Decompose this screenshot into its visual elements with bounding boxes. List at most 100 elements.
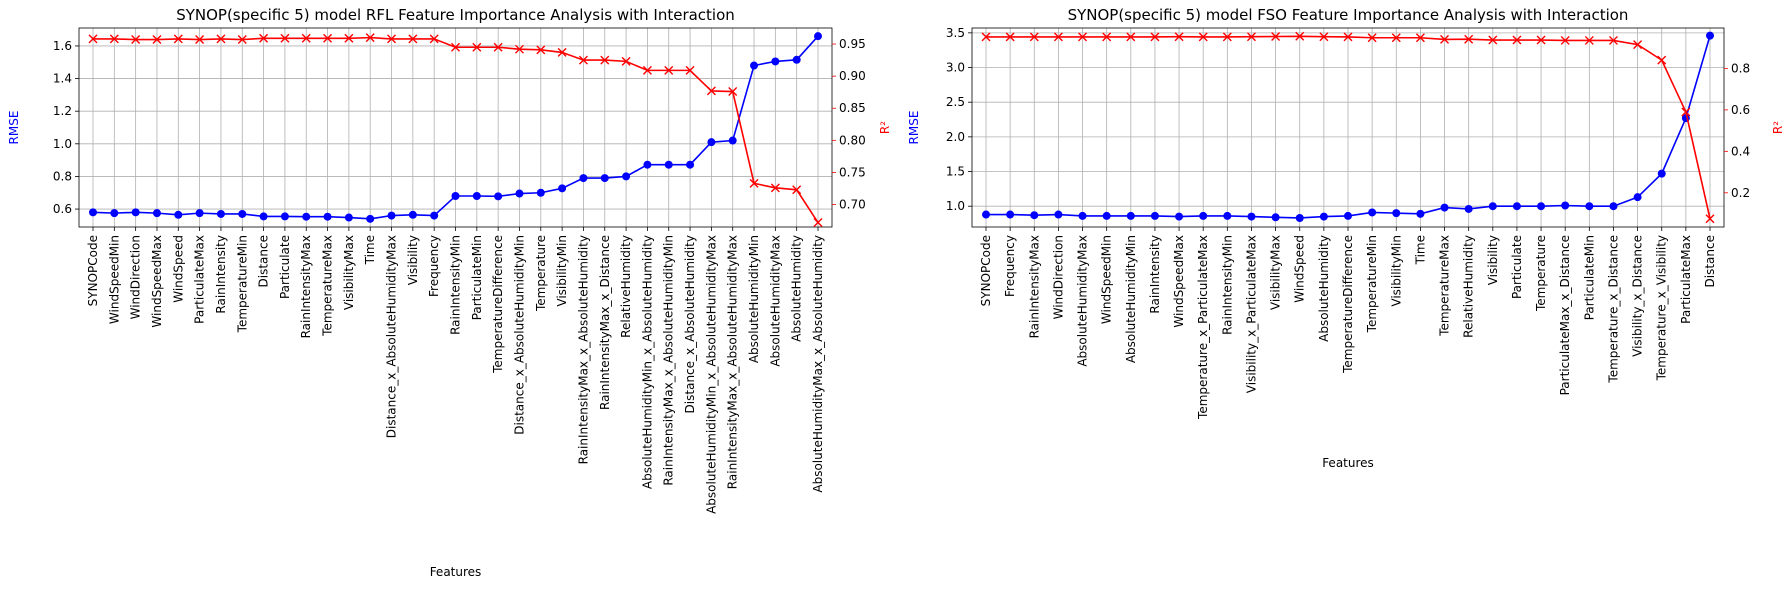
- x-tick-label: RainIntensityMax_x_AbsoluteHumidityMax: [726, 235, 740, 489]
- x-tick-label: Particulate: [1510, 235, 1524, 299]
- rmse-point: [494, 192, 503, 201]
- chart-title: SYNOP(specific 5) model RFL Feature Impo…: [176, 6, 735, 24]
- rmse-point: [792, 55, 801, 64]
- rmse-point: [1247, 212, 1256, 221]
- x-tick-label: RelativeHumidity: [619, 235, 633, 338]
- x-tick-label: ParticulateMin: [1582, 235, 1596, 320]
- y-right-axis-label: R²: [878, 121, 892, 134]
- rmse-point: [89, 208, 97, 217]
- x-tick-label: Temperature: [534, 235, 548, 312]
- r2-point: [88, 34, 98, 44]
- r2-point: [1488, 35, 1498, 45]
- x-tick-label: ParticulateMax_x_Distance: [1558, 235, 1572, 395]
- x-tick-label: WindSpeedMax: [150, 235, 164, 328]
- rmse-point: [131, 208, 140, 217]
- x-tick-label: AbsoluteHumidityMax: [768, 235, 782, 367]
- x-axis-label: Features: [1322, 456, 1374, 470]
- rmse-point: [1537, 202, 1546, 211]
- r2-point: [493, 42, 503, 52]
- rmse-point: [1271, 213, 1280, 222]
- x-tick-label: VisibilityMin: [555, 235, 569, 307]
- rfl-chart: SYNOP(specific 5) model RFL Feature Impo…: [7, 6, 892, 579]
- rmse-point: [707, 138, 716, 147]
- rmse-point: [1223, 211, 1232, 220]
- r2-point: [131, 35, 141, 45]
- x-tick-label: RainIntensityMin: [449, 235, 463, 335]
- x-tick-label: WindSpeed: [1293, 235, 1307, 303]
- x-tick-label: Time: [1413, 235, 1427, 265]
- x-tick-label: RainIntensityMax: [1027, 235, 1041, 338]
- y-right-tick-label: 0.6: [1731, 103, 1750, 117]
- r2-point: [642, 65, 652, 75]
- y-right-tick-label: 0.2: [1731, 186, 1750, 200]
- x-tick-label: AbsoluteHumidityMin: [1124, 235, 1138, 363]
- r2-point: [1222, 32, 1232, 42]
- rmse-point: [771, 57, 780, 66]
- rmse-point: [174, 210, 183, 219]
- rmse-point: [558, 184, 567, 193]
- rmse-point: [1488, 202, 1497, 211]
- rmse-point: [259, 212, 268, 221]
- x-tick-label: Temperature_x_Visibility: [1655, 235, 1669, 381]
- x-tick-label: TemperatureMax: [321, 235, 335, 337]
- r2-point: [1391, 33, 1401, 43]
- y-right-tick-label: 0.8: [1731, 61, 1750, 75]
- x-tick-label: WindDirection: [129, 235, 143, 319]
- x-tick-label: RainIntensityMax_x_AbsoluteHumidityMin: [662, 235, 676, 486]
- fso-chart: SYNOP(specific 5) model FSO Feature Impo…: [907, 6, 1785, 470]
- rmse-point: [579, 174, 588, 183]
- r2-point: [1415, 33, 1425, 43]
- x-tick-label: ParticulateMin: [470, 235, 484, 320]
- x-tick-label: AbsoluteHumidityMax_x_AbsoluteHumidity: [811, 235, 825, 493]
- x-tick-label: RainIntensityMin: [1220, 235, 1234, 335]
- y-left-tick-label: 1.5: [946, 165, 965, 179]
- x-tick-label: Distance_x_AbsoluteHumidity: [683, 235, 697, 413]
- r2-point: [365, 33, 375, 43]
- x-tick-label: VisibilityMin: [1389, 235, 1403, 307]
- rmse-point: [408, 210, 417, 219]
- x-tick-label: RelativeHumidity: [1462, 235, 1476, 338]
- r2-point: [728, 87, 738, 97]
- x-tick-label: TemperatureDifference: [1341, 235, 1355, 374]
- r2-point: [1295, 31, 1305, 41]
- x-tick-label: WindSpeedMax: [1172, 235, 1186, 328]
- r2-point: [1512, 35, 1522, 45]
- x-tick-label: TemperatureMin: [235, 235, 249, 333]
- rmse-point: [1585, 202, 1594, 211]
- x-tick-label: AbsoluteHumidityMin_x_AbsoluteHumidity: [640, 235, 654, 489]
- x-tick-label: Frequency: [1003, 235, 1017, 297]
- rmse-point: [110, 209, 119, 218]
- x-tick-label: TemperatureMin: [1365, 235, 1379, 333]
- x-tick-label: AbsoluteHumidityMin: [747, 235, 761, 363]
- y-left-tick-label: 2.5: [946, 95, 965, 109]
- r2-point: [706, 86, 716, 96]
- x-tick-label: Visibility_x_Distance: [1631, 235, 1645, 357]
- rmse-point: [686, 160, 695, 169]
- rmse-point: [1319, 212, 1328, 221]
- chart-title: SYNOP(specific 5) model FSO Feature Impo…: [1068, 6, 1629, 24]
- rmse-point: [216, 209, 225, 218]
- y-right-tick-label: 0.85: [839, 101, 866, 115]
- r2-point: [344, 33, 354, 43]
- rmse-point: [472, 192, 481, 201]
- y-right-tick-label: 0.75: [839, 165, 866, 179]
- x-tick-label: RainIntensityMax_x_AbsoluteHumidity: [576, 235, 590, 464]
- rmse-point: [366, 214, 375, 223]
- rmse-point: [1030, 211, 1039, 220]
- r2-point: [1657, 55, 1667, 65]
- r2-point: [152, 35, 162, 45]
- x-tick-label: VisibilityMax: [342, 235, 356, 310]
- r2-point: [1681, 107, 1691, 117]
- r2-point: [1029, 32, 1039, 42]
- rmse-point: [152, 209, 161, 218]
- rmse-point: [1078, 211, 1087, 220]
- rmse-point: [750, 61, 759, 70]
- r2-point: [1584, 35, 1594, 45]
- rmse-point: [1199, 211, 1208, 220]
- y-left-tick-label: 3.0: [946, 61, 965, 75]
- x-tick-label: Distance: [257, 235, 271, 287]
- r2-point: [1150, 32, 1160, 42]
- y-left-tick-label: 0.6: [53, 202, 72, 216]
- r2-point: [664, 65, 674, 75]
- rmse-point: [1392, 209, 1401, 218]
